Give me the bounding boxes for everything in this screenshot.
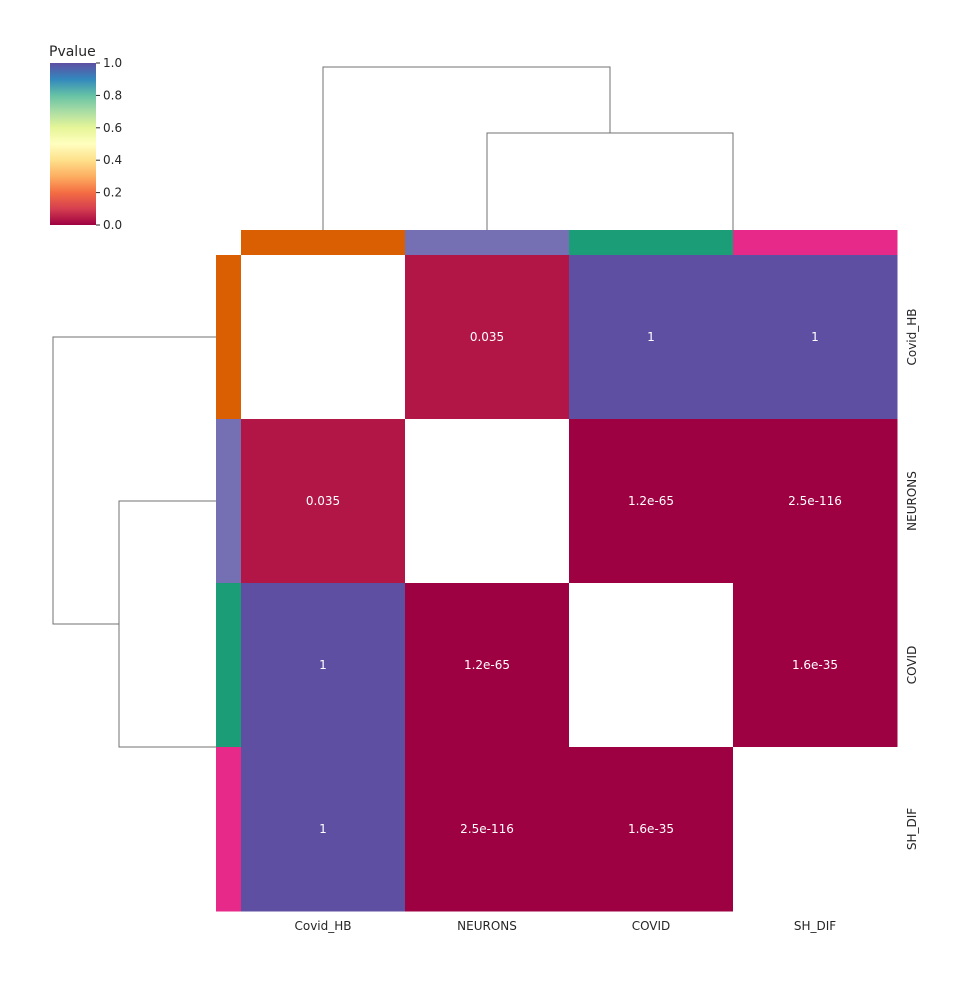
colorbar-tick-label: 0.6: [103, 121, 122, 135]
heatmap-cell: [569, 747, 734, 912]
row-color-box: [216, 583, 241, 748]
cell-annotation: 0.035: [470, 330, 504, 344]
x-tick-label: NEURONS: [457, 919, 517, 933]
x-tick-labels: Covid_HB NEURONS COVID SH_DIF: [294, 919, 836, 933]
y-tick-labels: Covid_HB NEURONS COVID SH_DIF: [905, 308, 919, 850]
row-color-box: [216, 419, 241, 584]
column-color-box: [733, 230, 898, 255]
colorbar-tick-label: 0.0: [103, 218, 122, 232]
heatmap-cell: [241, 419, 406, 584]
row-dendrogram: [52, 336, 216, 748]
colorbar-ticks: 0.0 0.2 0.4 0.6 0.8 1.0: [96, 56, 122, 232]
y-tick-label: COVID: [905, 646, 919, 685]
heatmap-cell: [569, 255, 734, 420]
heatmap-cell: [569, 583, 734, 748]
dendrogram-branch: [52, 336, 216, 625]
heatmap-cell: [405, 255, 570, 420]
row-color-box: [216, 747, 241, 912]
heatmap-cell: [733, 419, 898, 584]
dendrogram-branch: [486, 132, 734, 230]
column-color-strip: [241, 230, 898, 255]
colorbar: Pvalue 0.0 0.2 0.4 0.6 0.8 1.0: [49, 44, 122, 232]
y-tick-label: SH_DIF: [905, 808, 919, 850]
cell-annotation: 1: [811, 330, 819, 344]
cell-annotation: 1: [319, 658, 327, 672]
cell-annotation: 1: [319, 822, 327, 836]
y-tick-label: NEURONS: [905, 471, 919, 531]
cell-annotation: 2.5e-116: [788, 494, 842, 508]
colorbar-tick-label: 0.8: [103, 88, 122, 102]
cell-annotation: 1.6e-35: [792, 658, 838, 672]
colorbar-tick-label: 1.0: [103, 56, 122, 70]
heatmap-cell: [405, 747, 570, 912]
heatmap-cells: [241, 255, 898, 912]
cell-annotation: 0.035: [306, 494, 340, 508]
heatmap-cell: [405, 583, 570, 748]
column-color-box: [405, 230, 570, 255]
row-color-box: [216, 255, 241, 420]
dendrogram-branch: [118, 500, 216, 748]
colorbar-tick-label: 0.4: [103, 153, 122, 167]
column-color-box: [569, 230, 734, 255]
column-dendrogram: [322, 66, 734, 230]
colorbar-gradient: [50, 63, 96, 225]
cell-annotation: 1.6e-35: [628, 822, 674, 836]
colorbar-title: Pvalue: [49, 44, 96, 60]
colorbar-tick-label: 0.2: [103, 186, 122, 200]
heatmap-cell: [733, 583, 898, 748]
heatmap-cell: [405, 419, 570, 584]
heatmap-cell: [733, 747, 898, 912]
heatmap-cell: [241, 255, 406, 420]
cell-annotation: 2.5e-116: [460, 822, 514, 836]
column-color-box: [241, 230, 406, 255]
row-color-strip: [216, 255, 241, 912]
heatmap-annotations: 0.035 1 1 0.035 1.2e-65 2.5e-116 1 1.2e-65 1.6e-…: [306, 330, 842, 836]
heatmap-cell: [241, 747, 406, 912]
heatmap-cell: [733, 255, 898, 420]
heatmap-cell: [569, 419, 734, 584]
x-tick-label: SH_DIF: [794, 919, 836, 933]
x-tick-label: Covid_HB: [294, 919, 351, 933]
cell-annotation: 1.2e-65: [628, 494, 674, 508]
dendrogram-branch: [322, 66, 611, 230]
heatmap-cell: [241, 583, 406, 748]
cell-annotation: 1.2e-65: [464, 658, 510, 672]
cell-annotation: 1: [647, 330, 655, 344]
y-tick-label: Covid_HB: [905, 308, 919, 365]
x-tick-label: COVID: [632, 919, 671, 933]
